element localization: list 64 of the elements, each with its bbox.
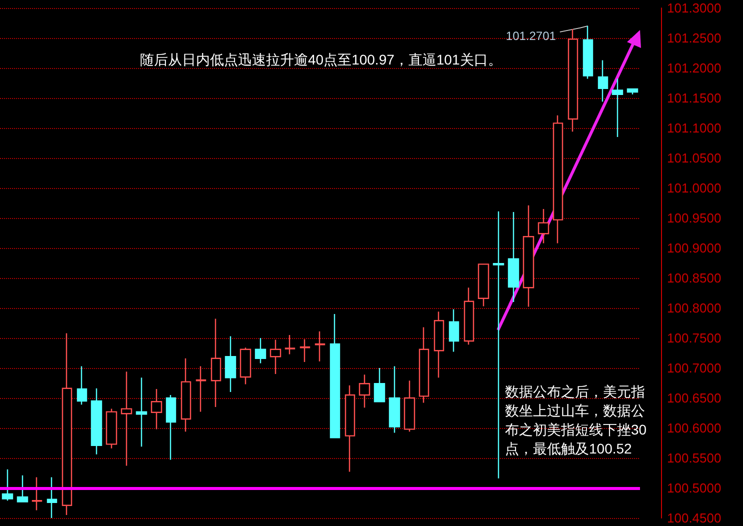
candlestick [388,366,400,434]
y-tick-label: 100.4500 [667,510,722,526]
y-tick-label: 100.7000 [667,360,722,376]
y-tick-label: 100.6500 [667,390,722,406]
candlestick [358,374,370,408]
candlestick [418,326,430,404]
candlestick [612,78,624,138]
y-tick-label: 101.2000 [667,60,722,76]
y-tick-label: 100.8500 [667,270,722,286]
candlestick [434,311,444,378]
candlestick [404,380,416,432]
annotation: 101.2701 [506,28,556,43]
y-tick-label: 100.6000 [667,420,722,436]
y-tick-label: 100.7500 [667,330,722,346]
candlestick [62,332,72,516]
annotation: 数据公布之后，美元指数坐上过山车，数据公布之初美指短线下挫30点，最低触及100.52 [505,384,647,456]
candlestick [284,334,296,355]
candlestick [224,336,236,393]
candlestick [210,318,222,408]
candlestick [90,388,102,455]
candlestick [598,60,608,102]
y-tick-label: 100.5000 [667,480,722,496]
y-tick-label: 101.0000 [667,180,722,196]
candlestick [492,210,504,479]
candlestick [538,208,550,244]
candlestick [448,308,460,352]
candlestick [270,339,282,375]
candlestick [508,211,520,303]
candlestick [314,330,326,362]
candlestick [16,474,28,502]
candlestick [166,394,176,460]
candlestick [522,204,534,308]
candlestick [254,337,266,364]
y-tick-label: 100.5500 [667,450,722,466]
candlestick [196,366,206,412]
candlestick [330,313,340,438]
candlestick [626,88,638,95]
candlestick [120,371,132,466]
candlestick [150,388,162,430]
candlestick [106,408,118,449]
y-tick-label: 100.8000 [667,300,722,316]
candlestick [464,287,474,346]
y-tick-label: 101.1000 [667,120,722,136]
candlestick [478,263,490,307]
candlestick [136,377,148,448]
y-tick-label: 101.2500 [667,30,722,46]
candlestick [76,366,88,406]
candlestick [46,476,58,519]
annotation: 随后从日内低点迅速拉升逾40点至100.97，直逼101关口。 [140,52,502,68]
candlestick [32,476,42,511]
y-tick-label: 100.9500 [667,210,722,226]
candlestick [2,468,14,502]
y-tick-label: 101.3000 [667,0,722,16]
y-tick-label: 100.9000 [667,240,722,256]
candlestick [180,358,192,432]
y-tick-label: 101.0500 [667,150,722,166]
y-tick-label: 101.1500 [667,90,722,106]
candlestick [582,25,594,80]
candlestick [374,367,386,402]
candlestick [240,347,252,385]
candlestick [344,384,356,472]
candlestick [552,114,564,244]
candlestick [568,28,578,132]
candlestick [300,338,310,363]
